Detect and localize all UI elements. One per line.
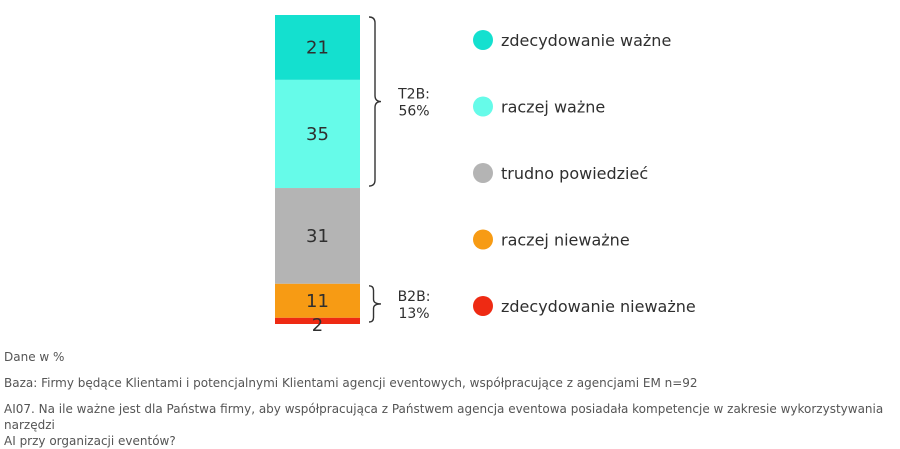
- base-note: Baza: Firmy będące Klientami i potencjal…: [4, 376, 698, 390]
- bar-segment-2: [275, 79, 360, 189]
- data-label-2: 35: [306, 124, 329, 145]
- bar-segment-4: [275, 283, 360, 318]
- legend-marker-2: [473, 96, 493, 117]
- legend-label-1: zdecydowanie ważne: [501, 31, 671, 50]
- legend-label-3: trudno powiedzieć: [501, 164, 648, 183]
- data-label-1: 21: [306, 37, 329, 58]
- bracket-1-label-line-2: 56%: [398, 104, 429, 120]
- data-label-5: 2: [312, 315, 323, 336]
- question-note-line-2: AI przy organizacji eventów?: [4, 434, 176, 448]
- legend-label-5: zdecydowanie nieważne: [501, 297, 696, 316]
- footnotes: Dane w % Baza: Firmy będące Klientami i …: [4, 349, 896, 449]
- bracket-group: T2B:56% B2B:13%: [368, 16, 431, 323]
- bracket-1: [368, 16, 382, 187]
- units-note: Dane w %: [4, 350, 65, 364]
- question-note-line-1: AI07. Na ile ważne jest dla Państwa firm…: [4, 402, 884, 432]
- legend: zdecydowanie ważne raczej ważne trudno pow…: [473, 30, 696, 316]
- bracket-2-label-line-2: 13%: [398, 306, 429, 322]
- bar-segment-3: [275, 188, 360, 284]
- legend-marker-5: [473, 296, 493, 316]
- data-label-4: 11: [306, 291, 329, 312]
- legend-marker-3: [473, 163, 493, 183]
- bracket-1-label-line-1: T2B:: [397, 87, 430, 103]
- bar-group: 21 35 31 11 2: [275, 15, 360, 336]
- bracket-2-label-line-1: B2B:: [398, 289, 431, 305]
- legend-label-2: raczej ważne: [501, 98, 605, 117]
- bracket-2: [368, 285, 382, 323]
- bar-segment-5: [275, 317, 360, 324]
- legend-marker-4: [473, 229, 493, 250]
- legend-marker-1: [473, 30, 493, 50]
- bar-segment-1: [275, 15, 360, 80]
- data-label-3: 31: [306, 226, 329, 247]
- stacked-bar-chart: 21 35 31 11 2 T2B:56% B2B:13% zdecydowanie wa…: [275, 15, 696, 336]
- legend-label-4: raczej nieważne: [501, 231, 630, 250]
